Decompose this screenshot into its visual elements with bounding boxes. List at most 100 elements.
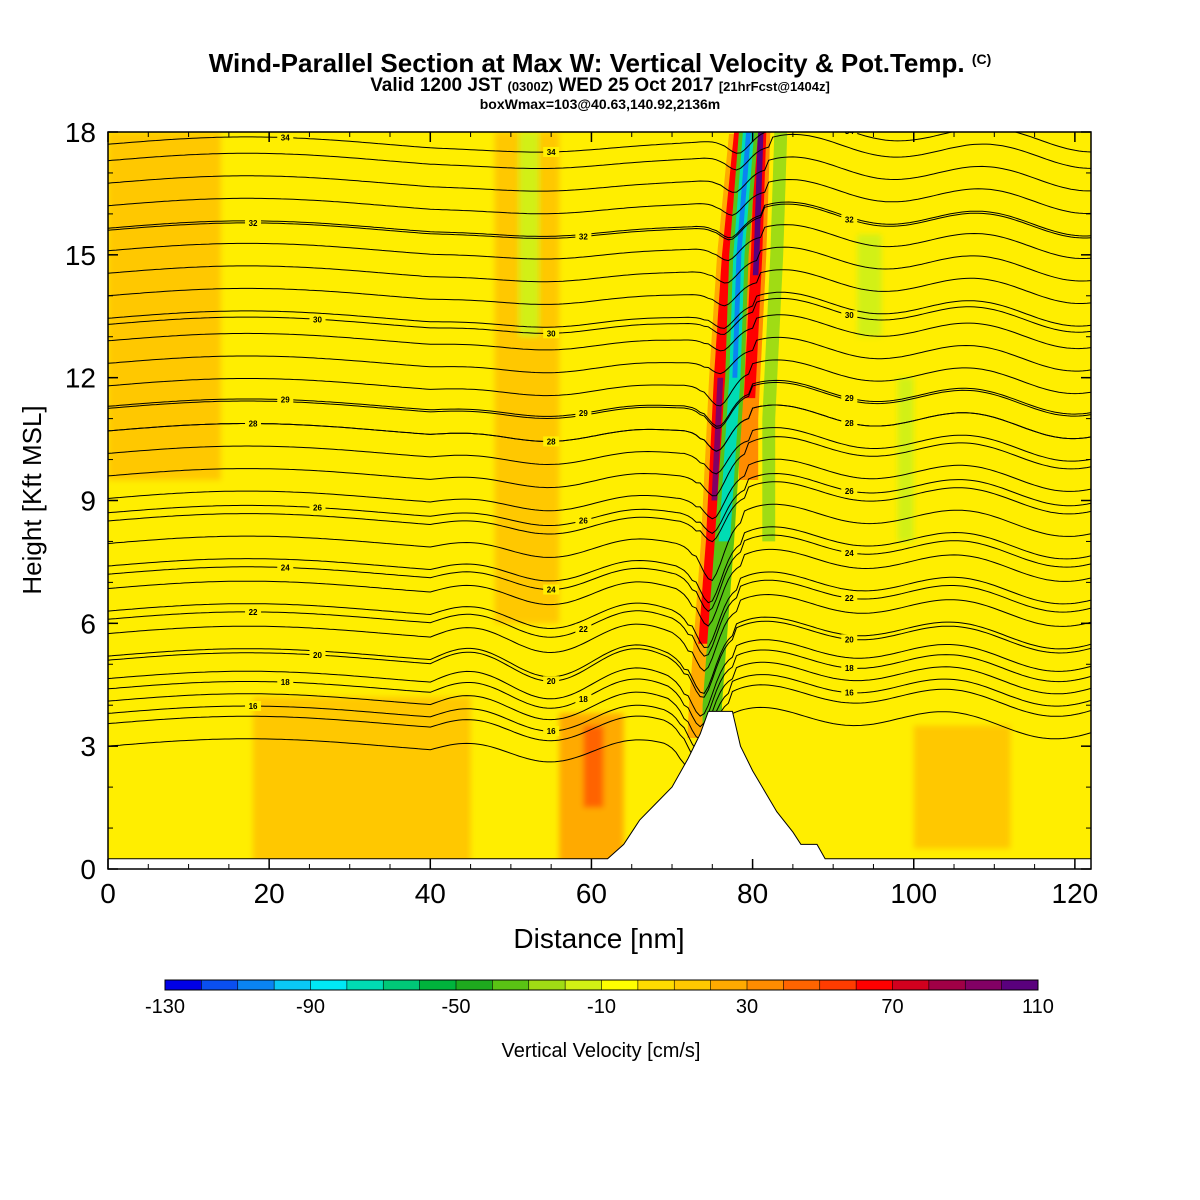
colorbar: -130 -90 -50 -10 30 70 110: [145, 979, 1054, 1018]
theta-contour-line: [108, 379, 1091, 427]
theta-contour-label: 30: [841, 310, 858, 321]
valid-utc: (0300Z): [507, 79, 554, 94]
theta-contour-line: [108, 534, 1091, 612]
theta-contour-label: 22: [841, 593, 858, 604]
colorbar-tick-label: 110: [1022, 996, 1054, 1018]
colorbar-segment: [965, 980, 1003, 990]
theta-contour-line: [108, 579, 1091, 657]
theta-contour-label: 20: [841, 634, 858, 645]
colorbar-label: Vertical Velocity [cm/s]: [502, 1040, 701, 1062]
theta-contour-line: [108, 314, 1091, 352]
colorbar-segment: [528, 980, 566, 990]
svg-text:29: 29: [579, 409, 588, 418]
svg-text:26: 26: [313, 504, 322, 513]
theta-contour-label: 20: [543, 676, 560, 687]
y-tick: 18: [65, 117, 1091, 148]
colorbar-tick-label: 70: [881, 996, 903, 1018]
x-tick-label: 0: [100, 878, 116, 909]
terrain: [108, 710, 1091, 869]
theta-contour-label: 16: [543, 726, 560, 737]
y-tick-label: 0: [80, 854, 96, 885]
theta-contour-line: [108, 291, 1091, 329]
field-cell-upper-green: [518, 132, 540, 337]
theta-contour-line: [108, 616, 1091, 694]
theta-contour-line: [108, 246, 1091, 284]
colorbar-segment: [856, 980, 893, 990]
lee-green-band: [762, 132, 788, 542]
copyright-mark: (C): [971, 51, 992, 67]
theta-contour-line: [108, 404, 1091, 452]
y-tick-label: 15: [65, 240, 96, 271]
x-tick: 60: [576, 132, 607, 909]
theta-contour-label: 16: [841, 687, 858, 698]
theta-contours: 16 16 16 18 18 18 20 20 20 22 22 22 24 24 24 26 26 26 28 28…: [108, 127, 1091, 785]
chart-title: Wind-Parallel Section at Max W: Vertical…: [0, 44, 1200, 78]
theta-contour-label: 32: [841, 214, 858, 225]
x-tick: 100: [890, 132, 937, 909]
theta-contour-label: 18: [575, 693, 592, 704]
theta-contour-line: [108, 674, 1091, 752]
theta-contour-label: 32: [575, 231, 592, 242]
theta-contour-label: 16: [245, 701, 262, 712]
svg-text:20: 20: [845, 635, 854, 644]
y-tick-label: 3: [80, 731, 96, 762]
svg-text:28: 28: [547, 437, 556, 446]
svg-text:18: 18: [281, 678, 290, 687]
theta-contour-line: [108, 178, 1091, 216]
valid-prefix: Valid 1200 JST: [370, 75, 503, 96]
field-cell-lee-red: [583, 725, 604, 808]
y-axis-label: Height [Kft MSL]: [17, 405, 47, 594]
theta-contour-label: 34: [841, 127, 858, 136]
theta-contour-line: [108, 381, 1091, 429]
theta-contour-line: [108, 639, 1091, 717]
theta-contour-label: 28: [245, 418, 262, 429]
colorbar-segment: [747, 980, 784, 990]
updraft-band-peak: [711, 377, 724, 501]
theta-contour-label: 28: [543, 436, 560, 447]
colorbar-segment: [456, 980, 493, 990]
theta-contour-label: 20: [309, 650, 326, 661]
svg-text:32: 32: [845, 215, 854, 224]
theta-contour-line: [108, 458, 1091, 520]
theta-contour-label: 24: [543, 584, 560, 595]
colorbar-segment: [346, 980, 384, 990]
theta-contour-label: 28: [841, 417, 858, 428]
svg-text:30: 30: [313, 315, 322, 324]
theta-contour-label: 18: [277, 677, 294, 688]
colorbar-segment: [565, 980, 602, 990]
svg-text:16: 16: [845, 689, 854, 698]
theta-contour-line: [108, 481, 1091, 543]
theta-contour-line: [108, 684, 1091, 762]
theta-contour-line: [108, 132, 1091, 154]
svg-text:34: 34: [845, 127, 854, 136]
title-block: Wind-Parallel Section at Max W: Vertical…: [0, 44, 1200, 111]
field-cell-low-orange: [253, 697, 471, 869]
theta-contour-line: [108, 224, 1091, 262]
theta-contour-line: [108, 336, 1091, 375]
colorbar-segment: [165, 980, 202, 990]
svg-text:28: 28: [845, 419, 854, 428]
theta-contour-label: 29: [575, 408, 592, 419]
x-tick-label: 20: [254, 878, 285, 909]
theta-contour-line: [108, 427, 1091, 475]
theta-contour-line: [108, 436, 1091, 497]
y-tick: 12: [65, 363, 1091, 394]
theta-contour-label: 18: [841, 663, 858, 674]
svg-text:16: 16: [547, 727, 556, 736]
field-cell-right-green: [857, 234, 882, 337]
svg-text:20: 20: [547, 677, 556, 686]
terrain-ridge: [108, 710, 1091, 869]
svg-text:16: 16: [249, 702, 258, 711]
upper-updraft-peak: [752, 132, 764, 276]
theta-contour-line: [108, 649, 1091, 728]
colorbar-segment: [928, 980, 966, 990]
theta-contour-line: [108, 472, 1091, 535]
theta-contour-line: [108, 156, 1091, 193]
theta-contour-label: 30: [543, 328, 560, 339]
theta-contour-line: [108, 297, 1091, 335]
theta-contour-line: [108, 269, 1091, 307]
theta-contour-line: [108, 571, 1091, 649]
colorbar-segment: [383, 980, 421, 990]
colorbar-segment: [419, 980, 457, 990]
